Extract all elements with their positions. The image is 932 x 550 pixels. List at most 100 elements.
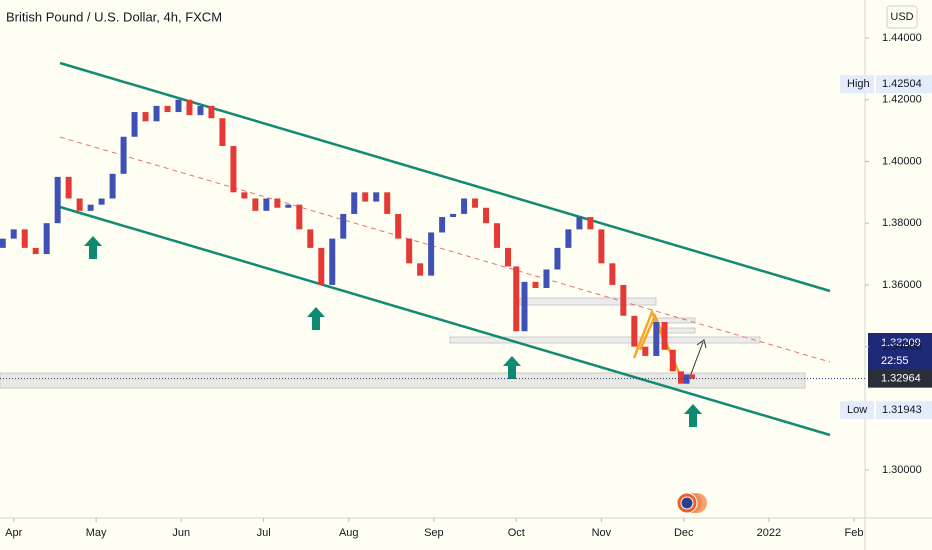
candle-body — [587, 217, 594, 230]
candle-body — [0, 238, 6, 248]
currency: USD — [890, 11, 913, 23]
chart-title: British Pound / U.S. Dollar, 4h, FXCM — [6, 9, 222, 24]
up-arrow — [307, 307, 325, 330]
candle-body — [461, 198, 468, 214]
candle-body — [689, 374, 695, 379]
candle-body — [565, 229, 572, 248]
x-tick-label: Feb — [845, 527, 864, 539]
currency-box — [886, 5, 918, 29]
low-label: Low — [847, 404, 867, 416]
candle-body — [554, 247, 561, 270]
candle-body — [450, 213, 457, 218]
x-tick-label: Apr — [5, 527, 22, 539]
candle-body — [142, 112, 149, 122]
candle-body — [76, 198, 83, 211]
candle-body — [263, 198, 270, 211]
candle-body — [417, 263, 424, 276]
zone — [449, 336, 761, 344]
candle-body — [307, 229, 314, 248]
high-value: 1.42504 — [882, 78, 922, 90]
price-box — [868, 333, 932, 376]
candle-body — [54, 176, 61, 224]
icon — [680, 496, 694, 510]
candle-body — [395, 213, 402, 239]
zone — [0, 372, 806, 389]
x-tick-label: 2022 — [757, 527, 781, 539]
zone — [654, 317, 696, 324]
candle-body — [208, 105, 215, 119]
candle-body — [87, 204, 94, 211]
up-arrow — [684, 404, 702, 427]
candle-body — [483, 207, 490, 224]
y-tick-label: 1.44000 — [882, 32, 922, 44]
x-tick-label: Aug — [339, 527, 359, 539]
low-value: 1.31943 — [882, 404, 922, 416]
low-label-box — [840, 401, 874, 420]
candle-body — [318, 247, 325, 285]
candle-body — [576, 217, 583, 230]
candle-body — [678, 371, 685, 384]
candle-body — [230, 146, 237, 193]
candle-body — [642, 346, 649, 356]
candle-body — [521, 281, 528, 332]
candle-body — [384, 192, 391, 214]
candle-body — [620, 284, 627, 316]
x-tick-label: Jun — [172, 527, 190, 539]
candle-body — [669, 349, 676, 372]
x-tick-label: Dec — [674, 527, 694, 539]
candle-body — [598, 229, 605, 264]
candle-body — [428, 232, 435, 276]
candle-body — [543, 269, 550, 289]
candle-body — [43, 223, 50, 255]
high-value-box — [876, 75, 932, 94]
y-tick-label: 1.40000 — [882, 155, 922, 167]
candle-body — [65, 176, 72, 199]
y-tick-label: 1.30000 — [882, 464, 922, 476]
candle-body — [164, 105, 171, 113]
candle-body — [274, 198, 281, 208]
plot — [0, 99, 695, 384]
candle-body — [32, 247, 39, 255]
candle-body — [532, 281, 539, 289]
candle-body — [609, 263, 616, 285]
up-arrows — [84, 236, 702, 427]
candle-body — [131, 112, 138, 137]
candle-body — [472, 198, 479, 208]
candle-body — [186, 99, 193, 116]
y-tick-label: 1.42000 — [882, 94, 922, 106]
x-tick-label: Oct — [508, 527, 525, 539]
candle-body — [505, 247, 512, 267]
candle-body — [219, 118, 226, 147]
last-price-box — [868, 369, 932, 388]
x-tick-label: Sep — [424, 527, 444, 539]
channel-lower — [59, 205, 831, 437]
candle-body — [175, 99, 182, 113]
low-value-box — [876, 401, 932, 420]
candle-body — [98, 198, 105, 205]
y-tick-label: 1.34000 — [882, 341, 922, 353]
candle-body — [631, 315, 638, 347]
candle-body — [362, 192, 369, 202]
candle-body — [406, 238, 413, 264]
candle-body — [153, 105, 160, 122]
candle-body — [10, 229, 17, 239]
high-label-box — [840, 75, 874, 94]
candle-body — [653, 321, 660, 356]
countdown: 22:55 — [881, 355, 909, 367]
last-price: 1.32964 — [881, 373, 921, 385]
y-tick-label: 1.38000 — [882, 217, 922, 229]
high-label: High — [847, 78, 870, 90]
candle-body — [120, 136, 127, 174]
up-arrow — [84, 236, 102, 259]
candle-body — [494, 223, 501, 248]
candle-body — [21, 229, 28, 248]
channel-mid — [59, 136, 831, 363]
candle-body — [373, 192, 380, 202]
candle-body — [197, 105, 204, 116]
y-tick-label: 1.36000 — [882, 279, 922, 291]
arrow-head — [696, 339, 707, 349]
x-tick-label: Jul — [257, 527, 271, 539]
candle-body — [340, 213, 347, 239]
